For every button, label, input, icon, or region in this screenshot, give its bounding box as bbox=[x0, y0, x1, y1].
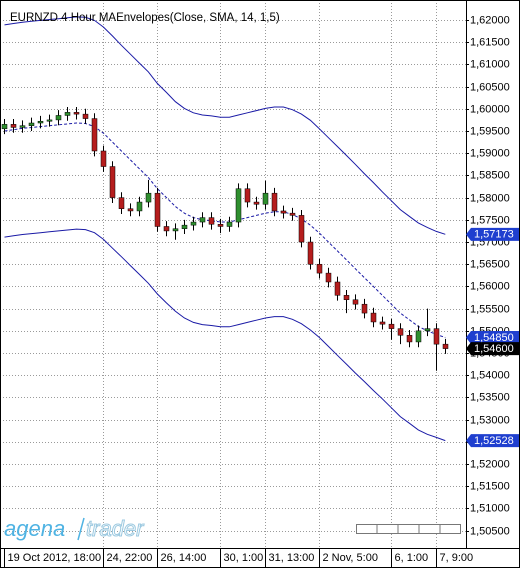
candle-body bbox=[19, 125, 26, 128]
candle-body bbox=[244, 188, 251, 203]
candle-body bbox=[235, 188, 242, 223]
y-tick-label: 1,53500 bbox=[470, 391, 510, 403]
price-label-box bbox=[466, 331, 519, 345]
grid bbox=[0, 0, 466, 548]
candle-body bbox=[271, 192, 278, 212]
envelope-line bbox=[4, 16, 446, 235]
candle-body bbox=[433, 328, 440, 345]
candle-body bbox=[172, 228, 179, 232]
x-tick-label: 6, 1:00 bbox=[395, 552, 429, 564]
price-label-box bbox=[466, 342, 519, 356]
y-tick-label: 1,59000 bbox=[470, 147, 510, 159]
y-tick-label: 1,59500 bbox=[470, 125, 510, 137]
candle-body bbox=[397, 328, 404, 336]
logo: agena bbox=[4, 516, 65, 541]
y-tick-label: 1,52000 bbox=[470, 458, 510, 470]
candle-body bbox=[154, 192, 161, 227]
chart-title: EURNZD 4 Hour MAEnvelopes(Close, SMA, 14… bbox=[10, 12, 280, 24]
candle-body bbox=[199, 217, 206, 223]
y-tick-label: 1,51000 bbox=[470, 502, 510, 514]
y-tick-label: 1,61000 bbox=[470, 58, 510, 70]
candle-body bbox=[343, 295, 350, 301]
candle-body bbox=[352, 299, 359, 305]
candle-body bbox=[298, 215, 305, 243]
candle-body bbox=[10, 124, 17, 128]
y-tick-label: 1,62000 bbox=[470, 14, 510, 26]
candle-body bbox=[181, 224, 188, 229]
y-tick-label: 1,58000 bbox=[470, 192, 510, 204]
y-tick-label: 1,61500 bbox=[470, 36, 510, 48]
candle-body bbox=[100, 150, 107, 167]
price-label-box bbox=[466, 227, 519, 241]
candle-body bbox=[280, 210, 287, 214]
x-tick-label: 30, 1:00 bbox=[224, 552, 264, 564]
candle-body bbox=[406, 335, 413, 343]
candle-body bbox=[289, 212, 296, 216]
price-label-box bbox=[466, 434, 519, 448]
y-tick-label: 1,50500 bbox=[470, 525, 510, 537]
y-tick-label: 1,53000 bbox=[470, 414, 510, 426]
candle-body bbox=[163, 226, 170, 232]
price-label: 1,54600 bbox=[474, 343, 514, 355]
x-tick-label: 7, 9:00 bbox=[440, 552, 474, 564]
candle-body bbox=[37, 120, 44, 124]
candle-body bbox=[388, 323, 395, 329]
candle-body bbox=[361, 303, 368, 314]
candle-body bbox=[253, 201, 260, 205]
y-tick-label: 1,54000 bbox=[470, 369, 510, 381]
candle-body bbox=[46, 119, 53, 122]
candle-body bbox=[334, 281, 341, 296]
x-tick-label: 24, 22:00 bbox=[107, 552, 153, 564]
y-tick-label: 1,60500 bbox=[470, 81, 510, 93]
y-tick-label: 1,56500 bbox=[470, 258, 510, 270]
candle-body bbox=[316, 263, 323, 274]
candle-body bbox=[190, 221, 197, 226]
x-tick-label: 2 Nov, 5:00 bbox=[323, 552, 378, 564]
price-label: 1,52528 bbox=[474, 435, 514, 447]
candle-body bbox=[226, 221, 233, 227]
candle-body bbox=[55, 115, 62, 121]
candle-body bbox=[325, 272, 332, 283]
y-tick-label: 1,51500 bbox=[470, 480, 510, 492]
candle-body bbox=[415, 330, 422, 343]
candle-body bbox=[109, 166, 116, 198]
scroll-control[interactable] bbox=[356, 524, 461, 534]
y-tick-label: 1,55500 bbox=[470, 303, 510, 315]
candle-body bbox=[1, 124, 8, 130]
candle-body bbox=[136, 201, 143, 212]
x-tick-label: 19 Oct 2012, 18:00 bbox=[8, 552, 102, 564]
y-tick-label: 1,57500 bbox=[470, 214, 510, 226]
candle-body bbox=[262, 192, 269, 205]
x-tick-label: 26, 14:00 bbox=[161, 552, 207, 564]
candle-body bbox=[91, 118, 98, 152]
price-label: 1,54850 bbox=[474, 332, 514, 344]
candle-body bbox=[208, 217, 215, 225]
candle-body bbox=[118, 197, 125, 209]
y-tick-label: 1,58500 bbox=[470, 169, 510, 181]
candle-body bbox=[370, 312, 377, 323]
candle-body bbox=[28, 122, 35, 126]
candle-body bbox=[307, 241, 314, 265]
candle-body bbox=[82, 113, 89, 119]
candle-body bbox=[217, 224, 224, 227]
y-tick-label: 1,56000 bbox=[470, 280, 510, 292]
candle-body bbox=[127, 208, 134, 212]
candle-body bbox=[442, 343, 449, 349]
plot bbox=[1, 16, 449, 442]
candle-body bbox=[64, 112, 71, 116]
candle-body bbox=[73, 112, 80, 115]
logo-slash bbox=[77, 517, 85, 541]
price-label: 1,57173 bbox=[474, 229, 514, 241]
candle-body bbox=[379, 321, 386, 325]
x-tick-label: 31, 13:00 bbox=[269, 552, 315, 564]
candle-body bbox=[145, 192, 152, 203]
logo: trader bbox=[86, 516, 145, 541]
candle-body bbox=[424, 328, 431, 332]
y-tick-label: 1,60000 bbox=[470, 103, 510, 115]
envelope-line bbox=[4, 228, 446, 442]
